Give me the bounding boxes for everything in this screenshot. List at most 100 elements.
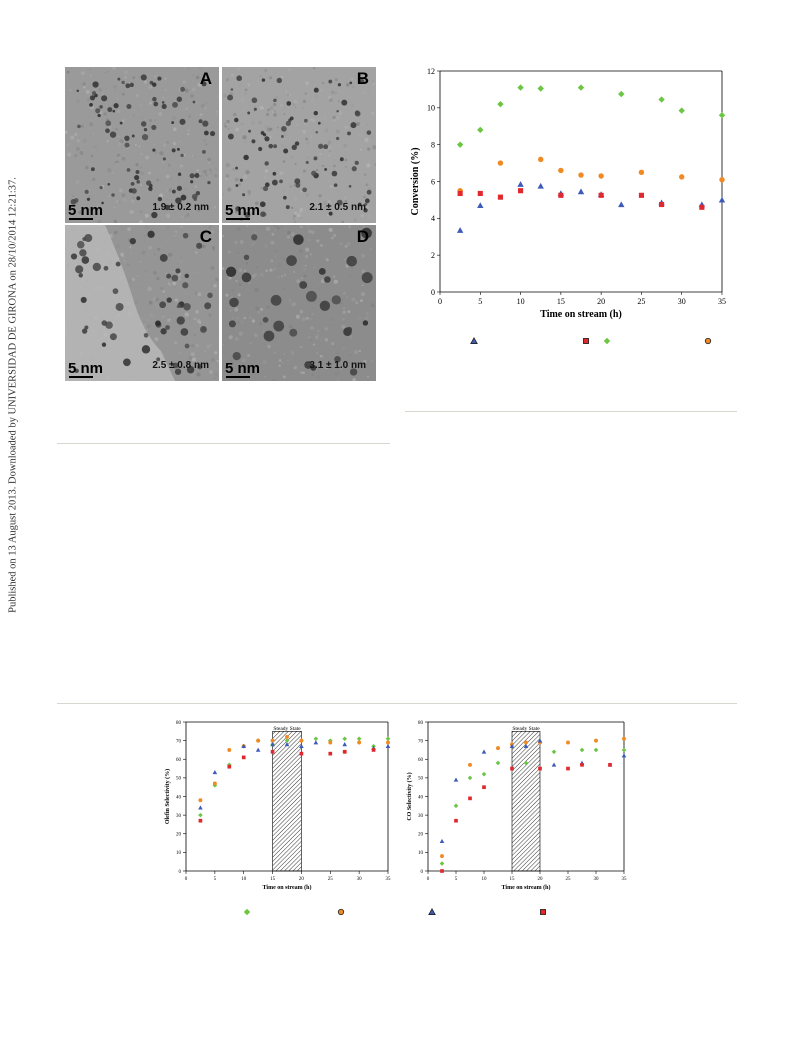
tem-grain xyxy=(245,170,250,175)
y-tick-label: 0 xyxy=(421,870,424,875)
nanoparticle xyxy=(294,141,300,146)
nanoparticle xyxy=(112,288,119,295)
nanoparticle xyxy=(253,107,257,111)
tem-grain xyxy=(278,359,282,362)
tem-grain xyxy=(89,68,92,71)
nanoparticle xyxy=(260,131,265,135)
tem-grain xyxy=(282,257,285,260)
tem-grain xyxy=(302,99,307,104)
tem-grain xyxy=(148,300,153,305)
nanoparticle xyxy=(302,187,307,193)
tem-grain xyxy=(227,250,231,254)
data-point xyxy=(313,736,319,742)
tem-grain xyxy=(352,378,356,381)
tem-grain xyxy=(131,168,134,170)
nanoparticle xyxy=(159,253,168,262)
tem-grain xyxy=(240,122,244,126)
tem-grain xyxy=(240,321,244,324)
legend-diamond-marker xyxy=(243,908,251,916)
nanoparticle xyxy=(251,97,258,104)
nanoparticle xyxy=(131,134,135,138)
tem-grain xyxy=(115,96,120,101)
data-point xyxy=(453,777,459,782)
tem-grain xyxy=(288,364,292,369)
tem-grain xyxy=(196,217,198,219)
nanoparticle xyxy=(161,101,165,104)
tem-grain xyxy=(243,140,247,144)
nanoparticle xyxy=(207,180,211,185)
y-axis-label: Conversion (%) xyxy=(410,147,421,215)
nanoparticle xyxy=(346,255,357,267)
tem-grain xyxy=(332,275,336,279)
tem-grain xyxy=(281,275,284,278)
tem-grain xyxy=(199,113,203,117)
y-axis-label: Olefin Selectivity (%) xyxy=(164,769,171,824)
tem-grain xyxy=(126,71,131,76)
nanoparticle xyxy=(92,91,97,96)
tem-grain xyxy=(197,81,200,83)
tem-grain xyxy=(264,69,268,72)
nanoparticle xyxy=(148,186,153,192)
nanoparticle xyxy=(119,121,123,125)
nanoparticle xyxy=(81,328,88,334)
tem-grain xyxy=(253,273,257,277)
tem-grain xyxy=(166,225,170,230)
data-point xyxy=(227,747,232,752)
nanoparticle xyxy=(293,234,304,245)
tem-grain xyxy=(215,305,218,308)
data-point xyxy=(558,167,564,174)
tem-grain xyxy=(321,164,325,167)
tem-grain xyxy=(344,202,347,206)
x-tick-label: 25 xyxy=(637,297,645,306)
tem-grain xyxy=(247,311,251,314)
tem-grain xyxy=(165,198,169,202)
tem-grain xyxy=(334,192,337,195)
tem-grain xyxy=(143,80,147,84)
tem-grain xyxy=(351,297,356,302)
nanoparticle xyxy=(258,146,263,152)
tem-grain xyxy=(280,103,284,108)
nanoparticle xyxy=(107,107,113,113)
tem-grain xyxy=(144,270,148,273)
tem-grain xyxy=(318,194,322,198)
tem-grain xyxy=(87,115,90,118)
nanoparticle xyxy=(315,131,319,134)
nanoparticle xyxy=(336,110,339,113)
data-point xyxy=(621,753,627,758)
tem-grain xyxy=(248,281,251,284)
y-tick-label: 6 xyxy=(431,177,435,186)
legend-circle-marker xyxy=(337,908,345,916)
tem-grain xyxy=(151,228,153,230)
tem-grain xyxy=(247,189,252,194)
tem-grain xyxy=(174,341,178,345)
y-tick-label: 30 xyxy=(176,814,182,819)
data-point xyxy=(477,126,484,134)
tem-grain xyxy=(341,302,344,305)
tem-grain xyxy=(282,261,286,264)
tem-grain xyxy=(149,140,152,143)
tem-grain xyxy=(138,106,141,109)
tem-grain xyxy=(316,239,320,243)
tem-grain xyxy=(342,346,346,350)
data-point xyxy=(510,766,514,771)
nanoparticle xyxy=(175,197,182,204)
tem-grain xyxy=(271,232,275,236)
tem-grain xyxy=(202,244,206,248)
tem-grain xyxy=(367,214,372,218)
tem-grain xyxy=(294,106,297,108)
data-point xyxy=(198,805,203,810)
nanoparticle xyxy=(311,170,317,176)
nanoparticle xyxy=(264,136,270,142)
data-point xyxy=(198,798,203,803)
tem-grain xyxy=(302,169,306,173)
nanoparticle xyxy=(268,143,274,149)
tem-grain xyxy=(314,335,319,340)
tem-grain xyxy=(143,240,146,243)
tem-grain xyxy=(326,367,328,369)
particle-size-label: 3.1 ± 1.0 nm xyxy=(309,360,366,371)
tem-grain xyxy=(283,288,285,290)
tem-grain xyxy=(301,107,304,110)
nanoparticle xyxy=(121,80,125,85)
particle-size-label: 2.1 ± 0.5 nm xyxy=(309,202,366,213)
